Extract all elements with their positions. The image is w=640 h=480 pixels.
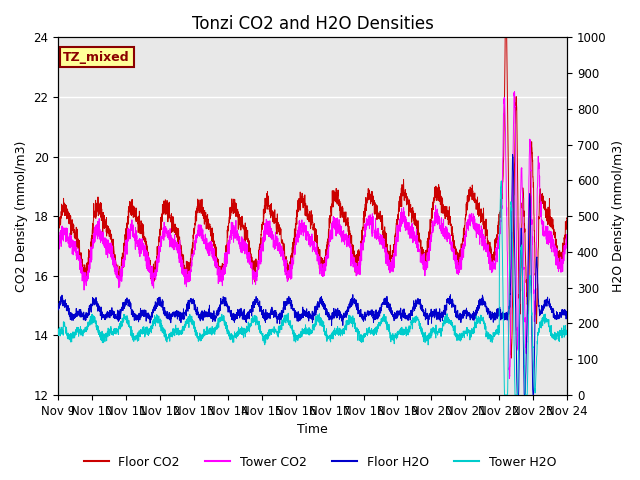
X-axis label: Time: Time xyxy=(298,423,328,436)
Y-axis label: H2O Density (mmol/m3): H2O Density (mmol/m3) xyxy=(612,140,625,292)
Title: Tonzi CO2 and H2O Densities: Tonzi CO2 and H2O Densities xyxy=(192,15,434,33)
Y-axis label: CO2 Density (mmol/m3): CO2 Density (mmol/m3) xyxy=(15,141,28,292)
Legend: Floor CO2, Tower CO2, Floor H2O, Tower H2O: Floor CO2, Tower CO2, Floor H2O, Tower H… xyxy=(79,451,561,474)
Text: TZ_mixed: TZ_mixed xyxy=(63,50,130,63)
